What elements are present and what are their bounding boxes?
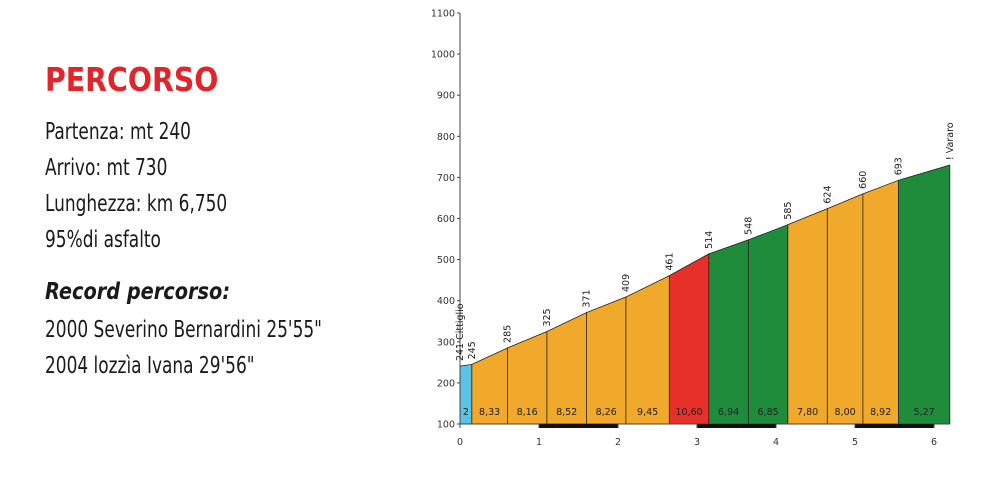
altitude-label: 409 [621, 274, 632, 292]
profile-segment-8 [747, 224, 789, 425]
segment-grade-label: 8,33 [479, 407, 500, 418]
altitude-label: 245 [467, 341, 478, 359]
x-tick-label: 0 [457, 437, 463, 448]
altitude-label: 241 Cittiglio [455, 303, 466, 361]
y-tick-label: 100 [437, 420, 455, 431]
km-band [855, 424, 934, 428]
altitude-label: 585 [783, 202, 794, 220]
altitude-label: 325 [542, 308, 553, 326]
altitude-label: 548 [743, 217, 754, 235]
y-tick-label: 400 [437, 296, 455, 307]
asphalt-percentage: 95%di asfalto [45, 227, 161, 253]
altitude-label: 285 [502, 325, 513, 343]
altitude-label: 371 [581, 289, 592, 307]
segment-grade-label: 10,60 [675, 407, 702, 418]
profile-segment-10 [826, 193, 864, 425]
segment-grade-label: 6,94 [718, 407, 739, 418]
segment-grade-label: 8,16 [517, 407, 538, 418]
segment-grade-label: 5,27 [914, 407, 935, 418]
segment-grade-label: 6,85 [758, 407, 779, 418]
y-tick-label: 900 [437, 91, 455, 102]
finish-altitude: Arrivo: mt 730 [45, 155, 168, 181]
segment-grade-label: 7,80 [797, 407, 818, 418]
y-tick-label: 300 [437, 337, 455, 348]
profile-segment-4 [585, 296, 627, 425]
km-band [697, 424, 776, 428]
x-tick-label: 5 [852, 437, 858, 448]
route-info: PERCORSO Partenza: mt 240 Arrivo: mt 730… [45, 60, 415, 384]
y-tick-label: 1000 [431, 50, 455, 61]
x-tick-label: 3 [694, 437, 700, 448]
record-title: Record percorso: [45, 279, 231, 305]
altitude-label: 693 [893, 157, 904, 175]
x-tick-label: 4 [773, 437, 779, 448]
elevation-profile-chart: 2 8,33 8,16 8,52 8,26 9,45 10,60 6,94 6,85 7,80 8,… [431, 9, 956, 449]
altitude-label: 514 [704, 231, 715, 249]
y-tick-label: 1100 [431, 9, 455, 20]
segment-grade-label: 9,45 [637, 407, 658, 418]
profile-segment-5 [625, 274, 670, 425]
y-tick-label: 600 [437, 214, 455, 225]
altitude-label: 624 [822, 185, 833, 203]
record-entry-1: 2000 Severino Bernardini 25'55" [45, 317, 322, 343]
segment-grade-label: 8,26 [596, 407, 617, 418]
profile-segment-6 [668, 253, 710, 425]
altitude-label: 660 [858, 171, 869, 189]
segment-grade-label: 2 [463, 407, 469, 418]
x-tick-label: 2 [615, 437, 621, 448]
x-tick-label: 6 [931, 437, 937, 448]
y-tick-label: 500 [437, 255, 455, 266]
segment-grade-label: 8,92 [870, 407, 891, 418]
km-band [539, 424, 618, 428]
altitude-label: ! Vararo [945, 122, 956, 160]
segment-grade-label: 8,00 [835, 407, 856, 418]
segment-grade-label: 8,52 [556, 407, 577, 418]
start-altitude: Partenza: mt 240 [45, 119, 191, 145]
route-length: Lunghezza: km 6,750 [45, 191, 228, 217]
altitude-label: 461 [664, 252, 675, 270]
profile-segment-12 [898, 164, 951, 425]
route-title: PERCORSO [45, 60, 219, 99]
profile-segment-9 [787, 208, 828, 425]
profile-segment-11 [862, 179, 899, 425]
y-tick-label: 700 [437, 173, 455, 184]
record-entry-2: 2004 lozzìa Ivana 29'56" [45, 353, 255, 379]
x-tick-label: 1 [536, 437, 542, 448]
y-tick-label: 200 [437, 378, 455, 389]
y-tick-label: 800 [437, 132, 455, 143]
profile-segment-7 [708, 239, 749, 425]
